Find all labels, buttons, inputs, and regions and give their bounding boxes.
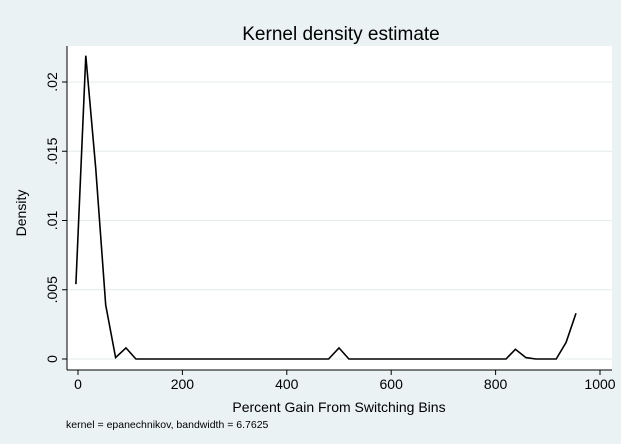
y-tick-label: .015 bbox=[44, 137, 60, 164]
y-tick-label: .01 bbox=[44, 211, 60, 231]
y-tick-label: .005 bbox=[44, 276, 60, 303]
chart-title: Kernel density estimate bbox=[242, 24, 440, 45]
y-axis-title: Density bbox=[13, 190, 29, 237]
x-tick-label: 600 bbox=[380, 376, 404, 392]
y-tick-label: .02 bbox=[44, 72, 60, 92]
x-axis: 0 200 400 600 800 1000 bbox=[67, 369, 616, 392]
x-axis-title: Percent Gain From Switching Bins bbox=[232, 399, 445, 415]
grid-lines bbox=[67, 81, 612, 360]
x-tick-label: 1000 bbox=[584, 376, 615, 392]
x-tick-label: 400 bbox=[275, 376, 299, 392]
y-tick-label: 0 bbox=[44, 355, 60, 363]
density-curve bbox=[75, 55, 577, 360]
y-axis: 0 .005 .01 .015 .02 bbox=[44, 46, 68, 370]
x-tick-label: 0 bbox=[74, 376, 82, 392]
plot-area bbox=[67, 46, 612, 370]
x-tick-label: 800 bbox=[484, 376, 508, 392]
x-tick-label: 200 bbox=[171, 376, 195, 392]
kernel-note: kernel = epanechnikov, bandwidth = 6.762… bbox=[66, 419, 269, 431]
